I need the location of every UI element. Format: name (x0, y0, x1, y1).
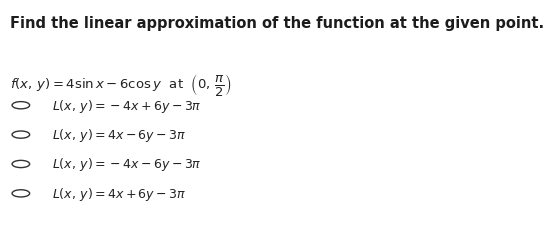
Text: $L(x,\, y) = 4x + 6y - 3\pi$: $L(x,\, y) = 4x + 6y - 3\pi$ (52, 185, 187, 202)
Text: $L(x,\, y) = 4x - 6y - 3\pi$: $L(x,\, y) = 4x - 6y - 3\pi$ (52, 126, 187, 144)
Text: $f(x,\, y) = 4\sin x - 6\cos y\ \ \mathrm{at}\ \ \left(0,\,\dfrac{\pi}{2}\right): $f(x,\, y) = 4\sin x - 6\cos y\ \ \mathr… (10, 72, 232, 98)
Text: Find the linear approximation of the function at the given point.: Find the linear approximation of the fun… (10, 16, 544, 31)
Text: $L(x,\, y) = -4x - 6y - 3\pi$: $L(x,\, y) = -4x - 6y - 3\pi$ (52, 156, 202, 173)
Text: $L(x,\, y) = -4x + 6y - 3\pi$: $L(x,\, y) = -4x + 6y - 3\pi$ (52, 97, 202, 114)
